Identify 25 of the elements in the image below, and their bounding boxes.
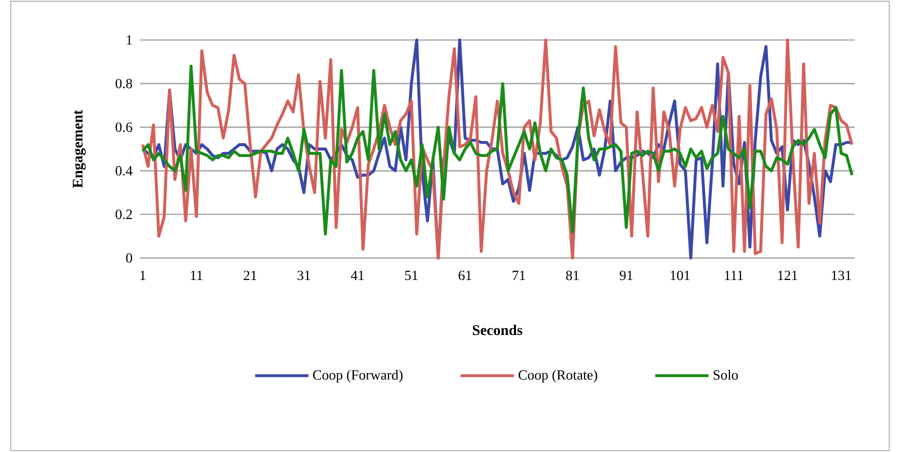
x-tick-label: 71 [512, 270, 525, 280]
x-tick-label: 31 [298, 270, 310, 280]
x-tick-label: 111 [725, 270, 743, 280]
x-tick-label: 131 [832, 270, 851, 280]
x-tick-label: 51 [405, 270, 418, 280]
x-axis-title: Seconds [472, 324, 522, 336]
x-tick-label: 81 [566, 270, 579, 280]
legend-label: Solo [714, 370, 738, 380]
y-tick-label: 0.4 [116, 166, 132, 176]
y-tick-label: 0.8 [116, 78, 132, 88]
y-tick-label: 0.6 [116, 122, 132, 132]
y-tick-label: 0.2 [116, 210, 132, 220]
x-tick-label: 11 [190, 270, 202, 280]
x-tick-label: 101 [670, 270, 690, 280]
y-tick-label: 1 [126, 35, 132, 45]
x-tick-label: 121 [778, 270, 798, 280]
legend-label: Coop (Forward) [313, 370, 402, 383]
x-tick-label: 41 [350, 270, 364, 280]
x-tick-label: 21 [244, 270, 256, 280]
y-tick-label: 0 [126, 253, 132, 263]
x-tick-label: 91 [620, 270, 632, 280]
x-tick-label: 61 [458, 270, 472, 280]
legend-label: Coop (Rotate) [518, 370, 598, 383]
y-axis-title: Engagement [72, 110, 86, 188]
x-tick-label: 1 [140, 270, 146, 280]
